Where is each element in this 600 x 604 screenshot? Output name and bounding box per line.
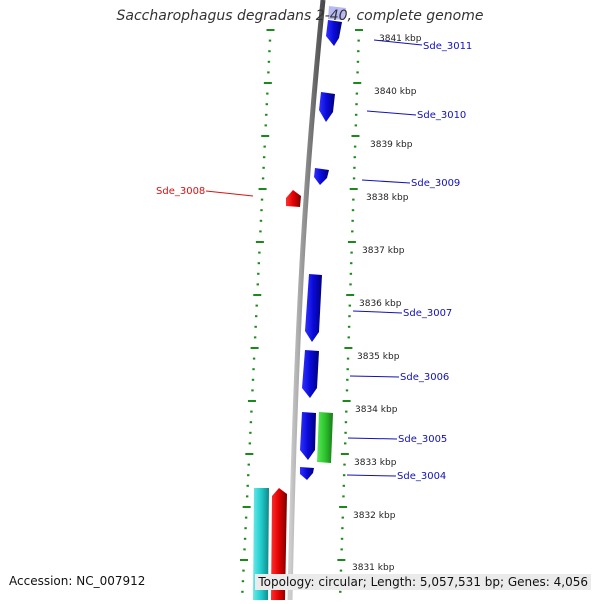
leader-line-sde-3008: [205, 190, 254, 197]
gene-label-sde-3007[interactable]: Sde_3007: [403, 308, 452, 319]
gene-labels: Sde_3011 Sde_3010 Sde_3009 Sde_3008 Sde_…: [156, 41, 472, 482]
gene-sde-3005[interactable]: [300, 412, 316, 460]
leader-line-sde-3010: [366, 110, 417, 116]
gene-sde-3007[interactable]: [305, 274, 322, 342]
cyan-feature[interactable]: [253, 488, 269, 600]
leader-line-sde-3005: [347, 437, 398, 440]
gene-sde-3009[interactable]: [314, 168, 329, 185]
kbp-scale-labels: 3841 kbp 3840 kbp 3839 kbp 3838 kbp 3837…: [352, 34, 422, 573]
gene-label-sde-3006[interactable]: Sde_3006: [400, 372, 449, 383]
gene-sde-3004[interactable]: [300, 467, 314, 480]
accession-label: Accession: NC_007912: [9, 574, 146, 588]
right-tick-track: [337, 29, 363, 593]
leader-line-sde-3007: [352, 310, 403, 314]
gene-label-sde-3005[interactable]: Sde_3005: [398, 434, 447, 445]
gene-label-sde-3011[interactable]: Sde_3011: [423, 41, 472, 52]
leader-line-sde-3004: [346, 474, 397, 477]
gene-features: [253, 6, 346, 600]
gene-sde-3010[interactable]: [319, 92, 335, 122]
leader-line-sde-3011: [373, 39, 423, 46]
gene-sde-3011-light: [328, 6, 346, 20]
gene-sde-3008[interactable]: [286, 190, 301, 207]
leader-line-sde-3009: [361, 179, 411, 184]
gene-label-sde-3004[interactable]: Sde_3004: [397, 471, 446, 482]
kbp-label: 3839 kbp: [370, 140, 413, 150]
kbp-label: 3831 kbp: [352, 563, 395, 573]
left-tick-track: [240, 29, 275, 593]
label-leader-lines: [205, 39, 423, 477]
kbp-label: 3840 kbp: [374, 87, 417, 97]
gene-label-sde-3008[interactable]: Sde_3008: [156, 186, 205, 197]
kbp-label: 3835 kbp: [357, 352, 400, 362]
kbp-label: 3834 kbp: [355, 405, 398, 415]
gene-label-sde-3009[interactable]: Sde_3009: [411, 178, 460, 189]
kbp-label: 3836 kbp: [359, 299, 402, 309]
genome-backbone: [287, 0, 326, 601]
reverse-gene-bottom[interactable]: [271, 488, 287, 600]
gene-sde-3011[interactable]: [326, 20, 342, 46]
topology-summary: Topology: circular; Length: 5,057,531 bp…: [255, 574, 591, 590]
rna-gene-sde-3005[interactable]: [317, 412, 333, 463]
kbp-label: 3837 kbp: [362, 246, 405, 256]
leader-line-sde-3006: [349, 375, 400, 378]
kbp-label: 3833 kbp: [354, 458, 397, 468]
gene-sde-3006[interactable]: [302, 350, 319, 398]
gene-label-sde-3010[interactable]: Sde_3010: [417, 110, 466, 121]
kbp-label: 3841 kbp: [379, 34, 422, 44]
kbp-label: 3838 kbp: [366, 193, 409, 203]
kbp-label: 3832 kbp: [353, 511, 396, 521]
genome-title: Saccharophagus degradans 2-40, complete …: [116, 8, 484, 24]
